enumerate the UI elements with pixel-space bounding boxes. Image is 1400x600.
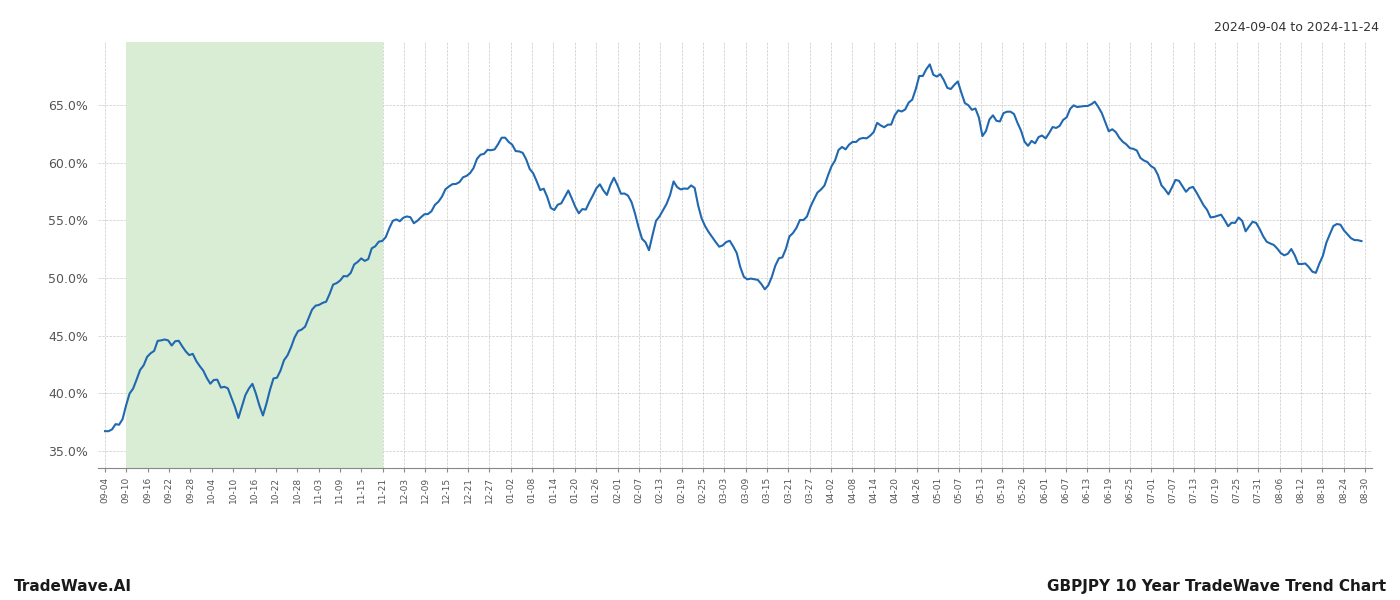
Text: TradeWave.AI: TradeWave.AI (14, 579, 132, 594)
Bar (126, 42, 382, 468)
Text: 2024-09-04 to 2024-11-24: 2024-09-04 to 2024-11-24 (1214, 21, 1379, 34)
Text: GBPJPY 10 Year TradeWave Trend Chart: GBPJPY 10 Year TradeWave Trend Chart (1047, 579, 1386, 594)
